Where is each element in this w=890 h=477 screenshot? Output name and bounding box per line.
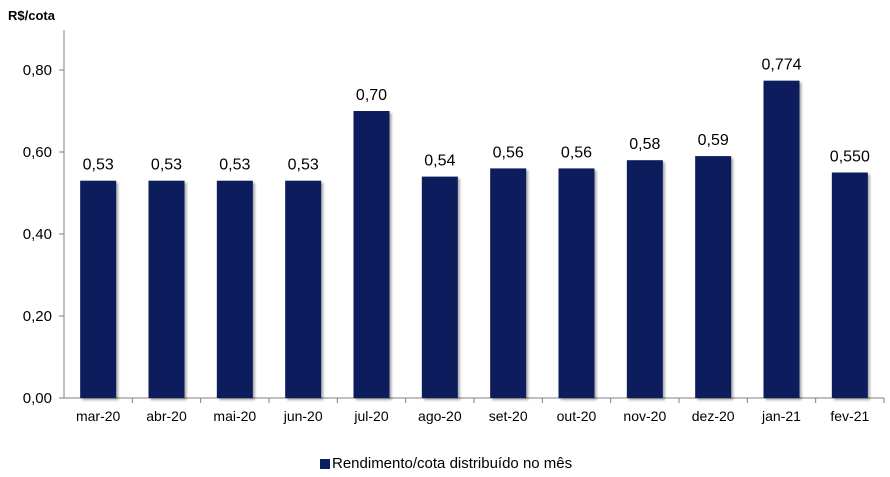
- y-tick-label: 0,80: [23, 62, 52, 79]
- x-tick-label: fev-21: [830, 408, 869, 424]
- bar: [490, 168, 527, 398]
- bar: [148, 180, 185, 398]
- x-tick-label: jan-21: [761, 408, 801, 424]
- y-tick-label: 0,40: [23, 226, 52, 243]
- bar: [285, 180, 322, 398]
- y-tick-label: 0,00: [23, 390, 52, 407]
- bar: [353, 111, 390, 398]
- y-tick-label: 0,60: [23, 144, 52, 161]
- bar: [216, 180, 253, 398]
- data-label: 0,53: [151, 157, 182, 174]
- data-label: 0,53: [83, 157, 114, 174]
- data-label: 0,53: [219, 157, 250, 174]
- y-axis-unit-label: R$/cota: [8, 8, 56, 23]
- x-tick-label: jul-20: [353, 408, 388, 424]
- data-label: 0,70: [356, 87, 387, 104]
- data-label: 0,59: [698, 132, 729, 149]
- legend: Rendimento/cota distribuído no mês: [320, 455, 572, 472]
- data-label: 0,58: [629, 136, 660, 153]
- data-label: 0,774: [761, 57, 801, 74]
- x-tick-label: abr-20: [146, 408, 187, 424]
- data-label: 0,54: [424, 153, 455, 170]
- legend-label: Rendimento/cota distribuído no mês: [332, 455, 572, 472]
- data-label: 0,550: [830, 149, 870, 166]
- bar: [763, 80, 800, 398]
- x-tick-label: jun-20: [283, 408, 323, 424]
- data-label: 0,53: [288, 157, 319, 174]
- x-tick-label: set-20: [489, 408, 528, 424]
- x-tick-label: mar-20: [76, 408, 121, 424]
- x-tick-label: dez-20: [692, 408, 735, 424]
- bar: [80, 180, 117, 398]
- y-tick-label: 0,20: [23, 308, 52, 325]
- bar: [695, 156, 732, 398]
- data-label: 0,56: [493, 144, 524, 161]
- legend-swatch: [320, 459, 330, 469]
- data-label: 0,56: [561, 144, 592, 161]
- bar: [558, 168, 595, 398]
- bar: [421, 176, 458, 398]
- bar: [626, 160, 663, 398]
- bar: [831, 172, 868, 398]
- x-tick-label: mai-20: [213, 408, 256, 424]
- x-tick-label: ago-20: [418, 408, 462, 424]
- x-tick-label: nov-20: [623, 408, 666, 424]
- x-tick-label: out-20: [557, 408, 597, 424]
